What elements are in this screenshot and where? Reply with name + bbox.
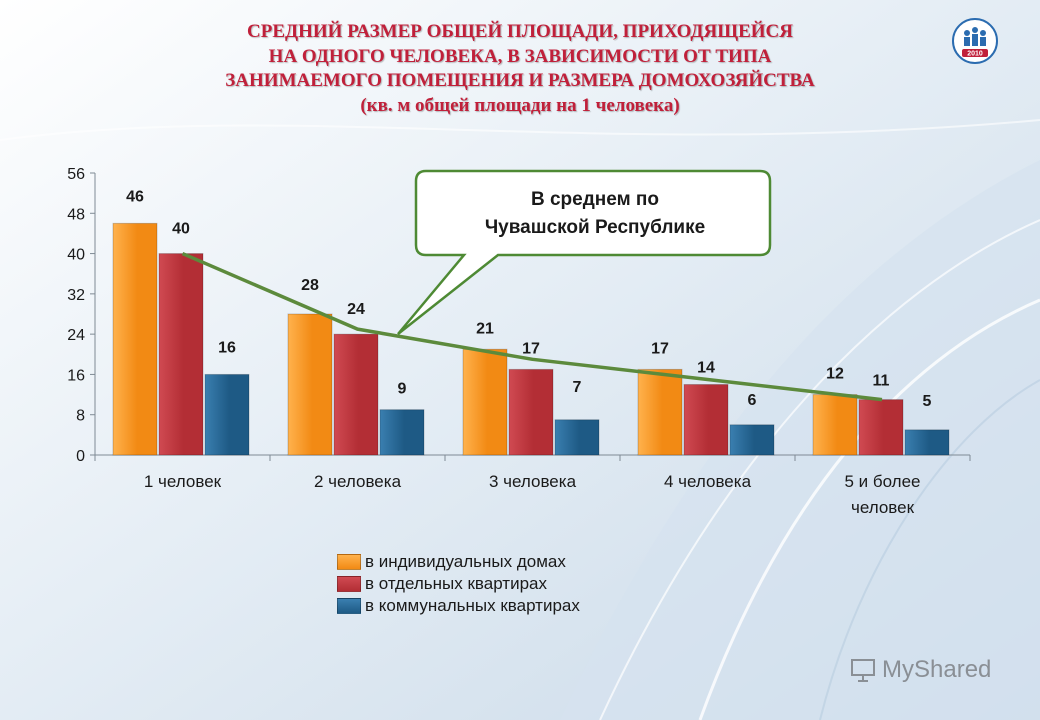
logo-year: 2010 — [967, 51, 983, 58]
watermark: MyShared — [850, 656, 991, 684]
y-tick-label: 40 — [67, 247, 85, 264]
title-line-1: СРЕДНИЙ РАЗМЕР ОБЩЕЙ ПЛОЩАДИ, ПРИХОДЯЩЕЙ… — [247, 21, 793, 42]
census-logo: 2010 — [952, 18, 998, 64]
x-tick-label: человек — [851, 498, 915, 517]
data-label: 16 — [218, 339, 236, 356]
legend-item: в отдельных квартирах — [337, 573, 580, 595]
watermark-text: MyShared — [882, 656, 992, 683]
data-label: 21 — [476, 320, 494, 337]
data-label: 40 — [172, 221, 190, 238]
average-line — [181, 251, 883, 402]
y-tick-label: 48 — [67, 206, 85, 223]
callout-line-1: В среднем по — [530, 189, 659, 210]
legend-swatch-individual — [337, 554, 361, 570]
bar — [204, 373, 250, 456]
x-tick-label: 5 и более — [844, 472, 920, 491]
presentation-icon — [851, 659, 875, 682]
y-tick-label: 56 — [67, 166, 85, 183]
data-label: 46 — [126, 188, 144, 205]
bar — [462, 348, 508, 456]
y-tick-label: 16 — [67, 367, 85, 384]
y-tick-label: 24 — [67, 327, 85, 344]
bar — [379, 409, 425, 456]
title-line-3: ЗАНИМАЕМОГО ПОМЕЩЕНИЯ И РАЗМЕРА ДОМОХОЗЯ… — [225, 70, 815, 91]
data-label: 6 — [748, 392, 757, 409]
legend-swatch-apartments — [337, 576, 361, 592]
bar — [287, 313, 333, 456]
data-label: 17 — [522, 340, 540, 357]
legend-label: в индивидуальных домах — [365, 552, 566, 571]
legend-label: в коммунальных квартирах — [365, 596, 580, 615]
bar — [637, 368, 683, 456]
bar — [508, 368, 554, 456]
bar — [729, 424, 775, 456]
legend-swatch-communal — [337, 598, 361, 614]
x-tick-label: 3 человека — [489, 472, 577, 491]
title-line-2: НА ОДНОГО ЧЕЛОВЕКА, В ЗАВИСИМОСТИ ОТ ТИП… — [268, 45, 772, 67]
bar — [683, 384, 729, 456]
data-label: 11 — [873, 373, 890, 390]
bar — [904, 429, 950, 456]
x-tick-label: 1 человек — [144, 472, 222, 491]
bar — [158, 253, 204, 456]
data-label: 5 — [923, 393, 932, 410]
data-label: 9 — [398, 381, 407, 398]
data-label: 24 — [347, 301, 365, 318]
data-label: 17 — [651, 340, 669, 357]
y-tick-label: 8 — [76, 408, 85, 425]
data-label: 12 — [826, 366, 844, 383]
x-tick-label: 4 человека — [664, 472, 752, 491]
data-label: 28 — [301, 277, 319, 294]
y-tick-label: 32 — [67, 287, 85, 304]
callout-label: В среднем по Чувашской Республике — [418, 186, 772, 242]
chart-title: СРЕДНИЙ РАЗМЕР ОБЩЕЙ ПЛОЩАДИ, ПРИХОДЯЩЕЙ… — [120, 20, 920, 118]
y-tick-label: 0 — [76, 448, 85, 465]
bar — [554, 419, 600, 456]
callout-box — [397, 169, 772, 335]
bar — [858, 399, 904, 456]
callout-line-2: Чувашской Республике — [484, 217, 706, 238]
legend-item: в индивидуальных домах — [337, 551, 580, 573]
data-label: 14 — [697, 360, 715, 377]
chart-legend: в индивидуальных домах в отдельных кварт… — [337, 551, 580, 617]
title-line-4: (кв. м общей площади на 1 человека) — [360, 94, 680, 116]
legend-label: в отдельных квартирах — [365, 574, 547, 593]
x-tick-label: 2 человека — [314, 472, 402, 491]
data-label: 7 — [573, 379, 582, 396]
bar — [812, 394, 858, 456]
bar — [333, 333, 379, 456]
legend-item: в коммунальных квартирах — [337, 595, 580, 617]
bar — [112, 222, 158, 456]
